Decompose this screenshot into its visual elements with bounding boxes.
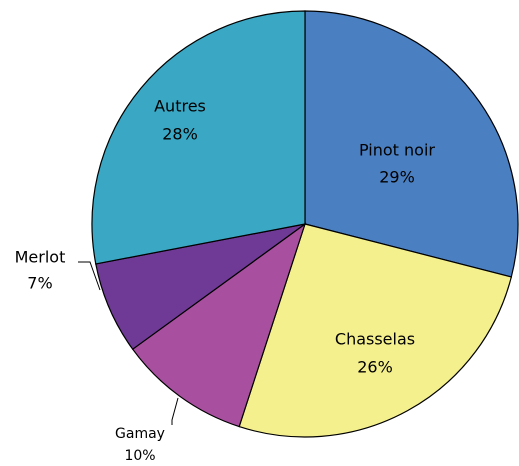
pie-slice [131, 222, 307, 428]
slice-label: Gamay [115, 426, 165, 442]
slice-label: Pinot noir [359, 141, 435, 160]
value-label: 7% [27, 274, 52, 293]
value-label: 10% [124, 448, 155, 464]
slice-label: Autres [154, 97, 206, 116]
pie-slice [91, 10, 306, 265]
leader-line [171, 397, 179, 425]
leader-line [78, 261, 101, 291]
pie-slice [304, 10, 519, 278]
slice-label: Chasselas [335, 330, 415, 349]
value-label: 28% [162, 125, 198, 144]
value-label: 29% [379, 168, 415, 187]
value-label: 26% [357, 358, 393, 377]
pie-slice [238, 223, 513, 438]
slice-label: Merlot [15, 248, 66, 267]
